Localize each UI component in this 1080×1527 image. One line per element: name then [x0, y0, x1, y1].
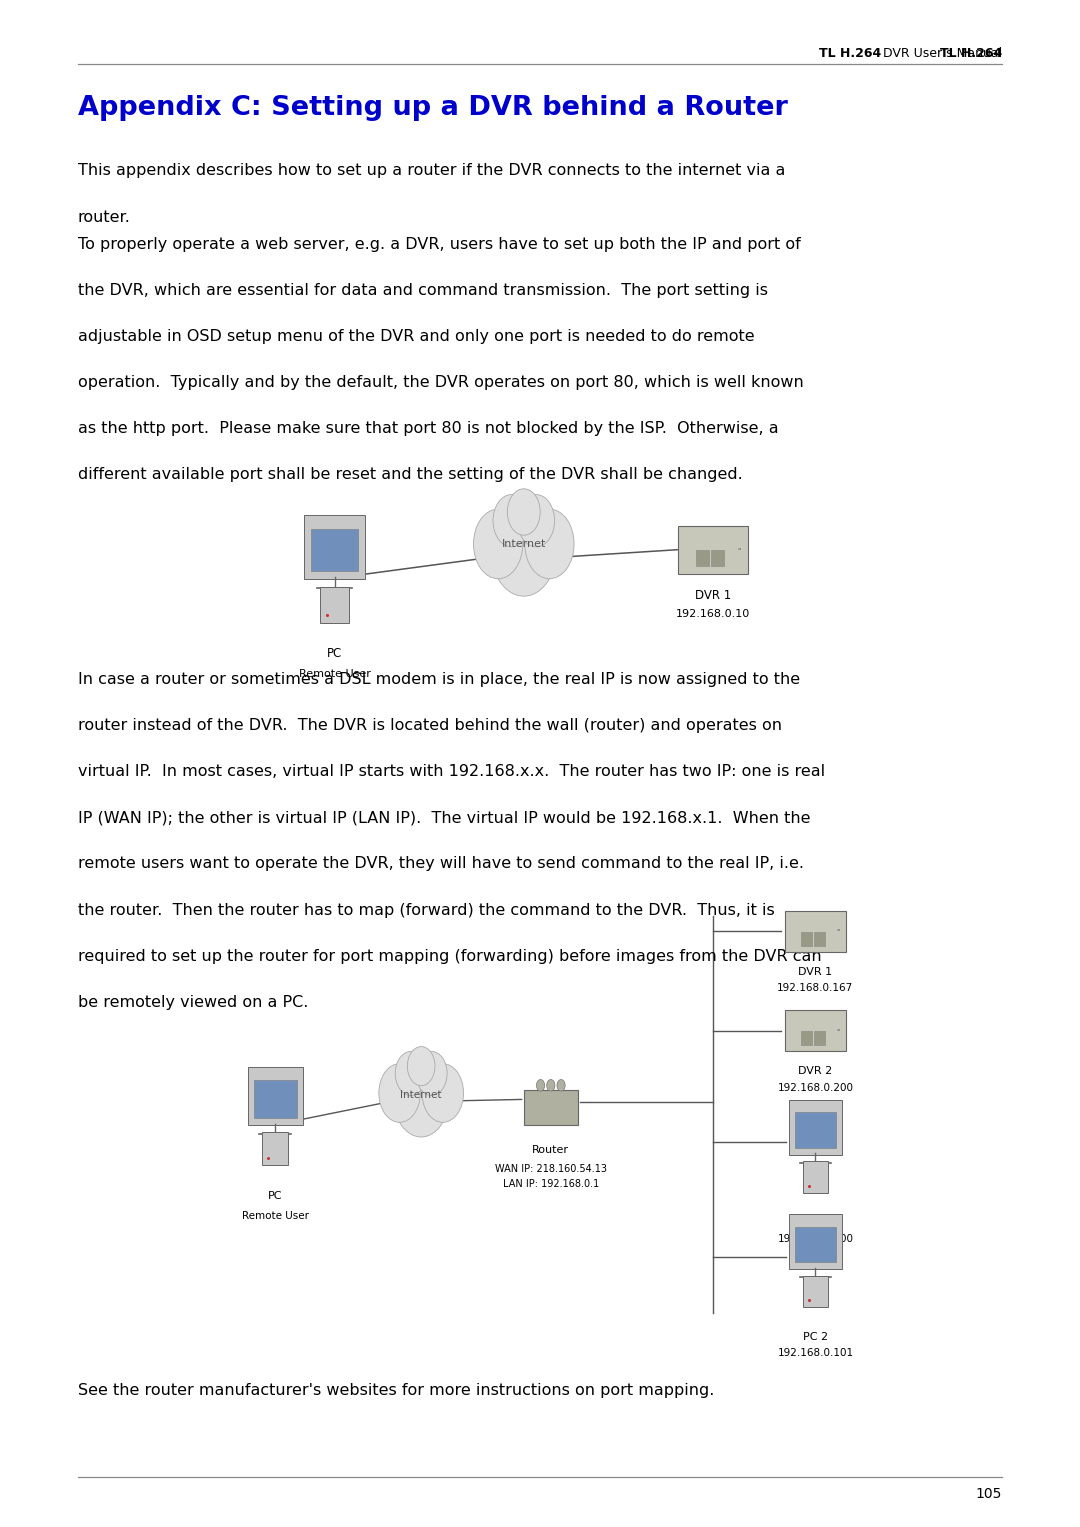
- Circle shape: [422, 1064, 463, 1122]
- FancyBboxPatch shape: [247, 1067, 303, 1125]
- FancyBboxPatch shape: [789, 1099, 841, 1154]
- Text: TL H.264: TL H.264: [940, 47, 1002, 61]
- Circle shape: [473, 508, 523, 579]
- Text: 192.168.0.167: 192.168.0.167: [778, 983, 853, 994]
- Text: DVR 1: DVR 1: [694, 589, 731, 603]
- FancyBboxPatch shape: [801, 931, 812, 945]
- Circle shape: [491, 504, 556, 596]
- Text: LAN IP: 192.168.0.1: LAN IP: 192.168.0.1: [502, 1179, 599, 1190]
- Text: DVR User’s Manual: DVR User’s Manual: [879, 47, 1002, 61]
- Circle shape: [491, 504, 556, 596]
- Circle shape: [416, 1052, 447, 1095]
- Text: 192.168.0.10: 192.168.0.10: [676, 609, 750, 620]
- Text: PC 2: PC 2: [802, 1332, 828, 1342]
- Text: required to set up the router for port mapping (forwarding) before images from t: required to set up the router for port m…: [78, 948, 822, 964]
- Text: PC: PC: [327, 647, 342, 661]
- Text: 105: 105: [976, 1487, 1002, 1501]
- Circle shape: [416, 1052, 447, 1095]
- Text: See the router manufacturer's websites for more instructions on port mapping.: See the router manufacturer's websites f…: [78, 1383, 714, 1399]
- FancyBboxPatch shape: [305, 515, 365, 579]
- Circle shape: [508, 489, 540, 536]
- Circle shape: [557, 1080, 565, 1092]
- Text: ": ": [836, 1028, 839, 1034]
- Text: the router.  Then the router has to map (forward) the command to the DVR.  Thus,: the router. Then the router has to map (…: [78, 902, 774, 918]
- Circle shape: [473, 508, 523, 579]
- Circle shape: [393, 1058, 449, 1138]
- Text: In case a router or sometimes a DSL modem is in place, the real IP is now assign: In case a router or sometimes a DSL mode…: [78, 672, 800, 687]
- Text: adjustable in OSD setup menu of the DVR and only one port is needed to do remote: adjustable in OSD setup menu of the DVR …: [78, 328, 755, 344]
- Circle shape: [407, 1046, 435, 1086]
- Circle shape: [517, 495, 555, 547]
- FancyBboxPatch shape: [802, 1161, 828, 1193]
- Text: To properly operate a web server, e.g. a DVR, users have to set up both the IP a: To properly operate a web server, e.g. a…: [78, 237, 800, 252]
- Text: Appendix C: Setting up a DVR behind a Router: Appendix C: Setting up a DVR behind a Ro…: [78, 95, 787, 121]
- Circle shape: [422, 1064, 463, 1122]
- Text: PC: PC: [268, 1191, 283, 1202]
- Circle shape: [393, 1058, 449, 1138]
- Text: Remote User: Remote User: [242, 1211, 309, 1222]
- Text: Remote User: Remote User: [299, 669, 370, 680]
- Circle shape: [517, 495, 555, 547]
- Text: TL H.264: TL H.264: [819, 47, 881, 61]
- Circle shape: [537, 1080, 544, 1092]
- Text: PC 1: PC 1: [802, 1217, 828, 1228]
- FancyBboxPatch shape: [795, 1112, 836, 1148]
- Text: the DVR, which are essential for data and command transmission.  The port settin: the DVR, which are essential for data an…: [78, 282, 768, 298]
- Text: Internet: Internet: [401, 1090, 442, 1099]
- FancyBboxPatch shape: [785, 910, 846, 953]
- FancyBboxPatch shape: [789, 1214, 841, 1269]
- Circle shape: [379, 1064, 420, 1122]
- Text: 192.168.0.200: 192.168.0.200: [778, 1083, 853, 1093]
- FancyBboxPatch shape: [795, 1226, 836, 1263]
- Text: ": ": [737, 547, 740, 553]
- FancyBboxPatch shape: [814, 1031, 825, 1044]
- Text: DVR 2: DVR 2: [798, 1066, 833, 1077]
- FancyBboxPatch shape: [801, 1031, 812, 1044]
- Circle shape: [395, 1052, 427, 1095]
- Circle shape: [525, 508, 575, 579]
- Text: Internet: Internet: [501, 539, 546, 548]
- Text: IP (WAN IP); the other is virtual IP (LAN IP).  The virtual IP would be 192.168.: IP (WAN IP); the other is virtual IP (LA…: [78, 811, 810, 825]
- Circle shape: [546, 1080, 555, 1092]
- FancyBboxPatch shape: [524, 1090, 578, 1124]
- Text: Router: Router: [532, 1145, 569, 1156]
- Text: remote users want to operate the DVR, they will have to send command to the real: remote users want to operate the DVR, th…: [78, 857, 804, 872]
- Circle shape: [508, 489, 540, 536]
- Text: be remotely viewed on a PC.: be remotely viewed on a PC.: [78, 996, 308, 1009]
- Text: DVR 1: DVR 1: [798, 967, 833, 977]
- Text: operation.  Typically and by the default, the DVR operates on port 80, which is : operation. Typically and by the default,…: [78, 376, 804, 389]
- FancyBboxPatch shape: [711, 550, 724, 567]
- Text: router.: router.: [78, 209, 131, 224]
- Text: virtual IP.  In most cases, virtual IP starts with 192.168.x.x.  The router has : virtual IP. In most cases, virtual IP st…: [78, 764, 825, 779]
- FancyBboxPatch shape: [262, 1132, 288, 1165]
- Circle shape: [407, 1046, 435, 1086]
- FancyBboxPatch shape: [311, 530, 359, 571]
- Circle shape: [395, 1052, 427, 1095]
- Text: This appendix describes how to set up a router if the DVR connects to the intern: This appendix describes how to set up a …: [78, 163, 785, 179]
- Text: WAN IP: 218.160.54.13: WAN IP: 218.160.54.13: [495, 1164, 607, 1174]
- FancyBboxPatch shape: [802, 1275, 828, 1307]
- FancyBboxPatch shape: [678, 525, 748, 574]
- FancyBboxPatch shape: [814, 931, 825, 945]
- FancyBboxPatch shape: [321, 586, 349, 623]
- Circle shape: [492, 495, 530, 547]
- Circle shape: [525, 508, 575, 579]
- Text: router instead of the DVR.  The DVR is located behind the wall (router) and oper: router instead of the DVR. The DVR is lo…: [78, 718, 782, 733]
- Circle shape: [379, 1064, 420, 1122]
- FancyBboxPatch shape: [697, 550, 708, 567]
- Text: ": ": [836, 928, 839, 935]
- Text: as the http port.  Please make sure that port 80 is not blocked by the ISP.  Oth: as the http port. Please make sure that …: [78, 421, 779, 437]
- FancyBboxPatch shape: [785, 1009, 846, 1052]
- FancyBboxPatch shape: [254, 1081, 297, 1118]
- Text: different available port shall be reset and the setting of the DVR shall be chan: different available port shall be reset …: [78, 467, 743, 483]
- Text: 192.168.0.100: 192.168.0.100: [778, 1234, 853, 1245]
- Text: 192.168.0.101: 192.168.0.101: [778, 1348, 853, 1359]
- Circle shape: [492, 495, 530, 547]
